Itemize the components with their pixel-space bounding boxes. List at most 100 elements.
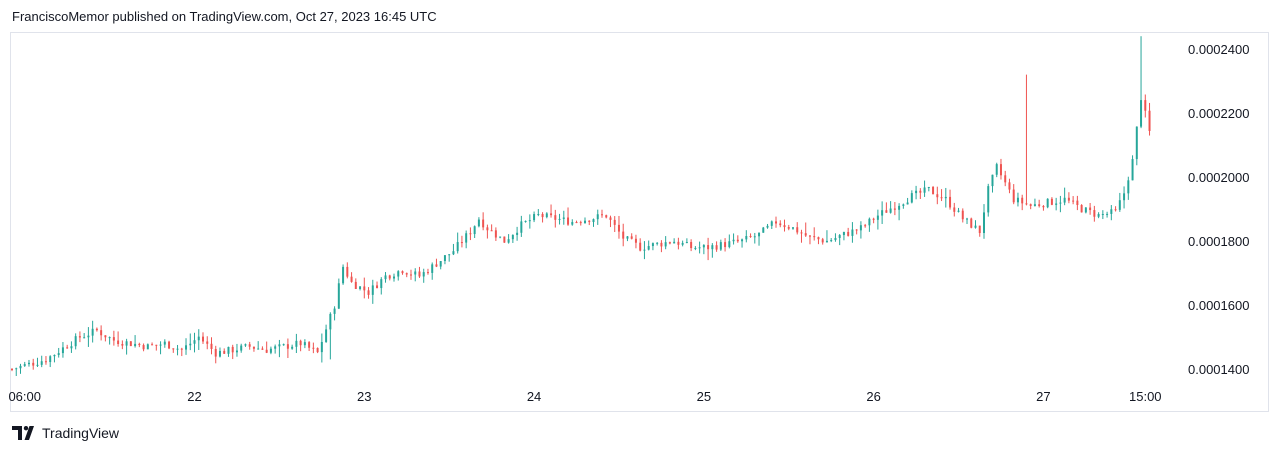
- candle-body: [537, 214, 540, 216]
- candle-body: [1114, 209, 1117, 211]
- candle-body: [202, 336, 205, 342]
- candle-body: [223, 350, 226, 354]
- candle-body: [32, 362, 35, 366]
- candle-body: [27, 362, 30, 365]
- candle-body: [575, 222, 578, 224]
- candle-body: [571, 222, 574, 225]
- candle-body: [732, 239, 735, 242]
- candle-body: [257, 348, 260, 350]
- candle-body: [622, 231, 625, 239]
- candle-body: [134, 343, 137, 347]
- candle-body: [1067, 197, 1070, 201]
- candle-body: [804, 233, 807, 236]
- candle-body: [775, 221, 778, 224]
- candle-body: [639, 242, 642, 251]
- candle-body: [528, 220, 531, 222]
- candle-body: [1093, 210, 1096, 217]
- candle-body: [545, 213, 548, 218]
- candle-body: [677, 241, 680, 245]
- candle-body: [1042, 206, 1045, 208]
- candle-body: [728, 241, 731, 248]
- candle-body: [647, 246, 650, 250]
- candle-body: [520, 221, 523, 233]
- candle-body: [847, 231, 850, 236]
- candle-body: [227, 346, 230, 354]
- candle-body: [286, 344, 289, 349]
- candle-body: [1012, 189, 1015, 203]
- candle-body: [274, 346, 277, 349]
- candle-body: [159, 344, 162, 346]
- candle-body: [1004, 175, 1007, 183]
- candle-body: [541, 214, 544, 218]
- candle-body: [957, 210, 960, 212]
- candle-body: [503, 236, 506, 243]
- candle-body: [893, 208, 896, 210]
- candle-body: [210, 343, 213, 349]
- candle-body: [44, 361, 47, 363]
- candle-body: [923, 187, 926, 193]
- candle-body: [1131, 159, 1134, 181]
- candle-body: [868, 218, 871, 226]
- candle-body: [762, 227, 765, 233]
- candle-body: [707, 245, 710, 250]
- candle-body: [1144, 100, 1147, 111]
- candle-body: [719, 242, 722, 250]
- candle-body: [698, 247, 701, 249]
- y-tick-label: 0.0001600: [1188, 298, 1249, 313]
- candle-body: [155, 344, 158, 346]
- candle-body: [953, 207, 956, 212]
- candle-body: [673, 241, 676, 244]
- candle-body: [486, 227, 489, 231]
- candle-body: [919, 190, 922, 193]
- candle-body: [125, 341, 128, 346]
- candle-body: [660, 242, 663, 247]
- candle-body: [185, 345, 188, 350]
- candle-body: [855, 229, 858, 231]
- candle-body: [477, 219, 480, 227]
- candle-body: [342, 266, 345, 284]
- candle-body: [189, 343, 192, 346]
- candle-body: [617, 224, 620, 232]
- candle-body: [299, 340, 302, 346]
- y-tick-label: 0.0002400: [1188, 42, 1249, 57]
- candle-body: [613, 219, 616, 225]
- candle-body: [1059, 202, 1062, 204]
- x-tick-label: 15:00: [1129, 389, 1162, 404]
- candle-body: [567, 217, 570, 225]
- candle-body: [1033, 204, 1036, 206]
- candle-body: [337, 283, 340, 309]
- candle-body: [1072, 200, 1075, 202]
- candle-body: [634, 238, 637, 243]
- candle-body: [1038, 204, 1041, 207]
- x-tick-label: 23: [357, 389, 371, 404]
- candle-body: [87, 335, 90, 338]
- candle-body: [240, 345, 243, 351]
- candle-body: [796, 227, 799, 233]
- candle-body: [779, 223, 782, 226]
- candle-body: [944, 196, 947, 199]
- candle-body: [172, 348, 175, 350]
- candle-body: [524, 220, 527, 222]
- candle-body: [1063, 197, 1066, 203]
- candle-body: [681, 242, 684, 245]
- candle-body: [146, 344, 149, 350]
- brand-name[interactable]: TradingView: [42, 425, 120, 441]
- candle-body: [1097, 214, 1100, 217]
- candle-body: [363, 286, 366, 291]
- candle-body: [104, 335, 107, 338]
- tradingview-logo-icon[interactable]: [12, 426, 37, 440]
- x-tick-label: 22: [187, 389, 201, 404]
- candle-body: [596, 214, 599, 220]
- candle-body: [656, 242, 659, 244]
- candle-body: [23, 364, 26, 366]
- candle-body: [142, 345, 145, 350]
- candle-body: [11, 369, 13, 370]
- candle-body: [121, 343, 124, 346]
- candle-body: [694, 247, 697, 249]
- candle-body: [910, 193, 913, 203]
- candle-body: [384, 275, 387, 280]
- candle-body: [66, 347, 69, 349]
- candle-body: [982, 212, 985, 234]
- candle-body: [112, 337, 115, 341]
